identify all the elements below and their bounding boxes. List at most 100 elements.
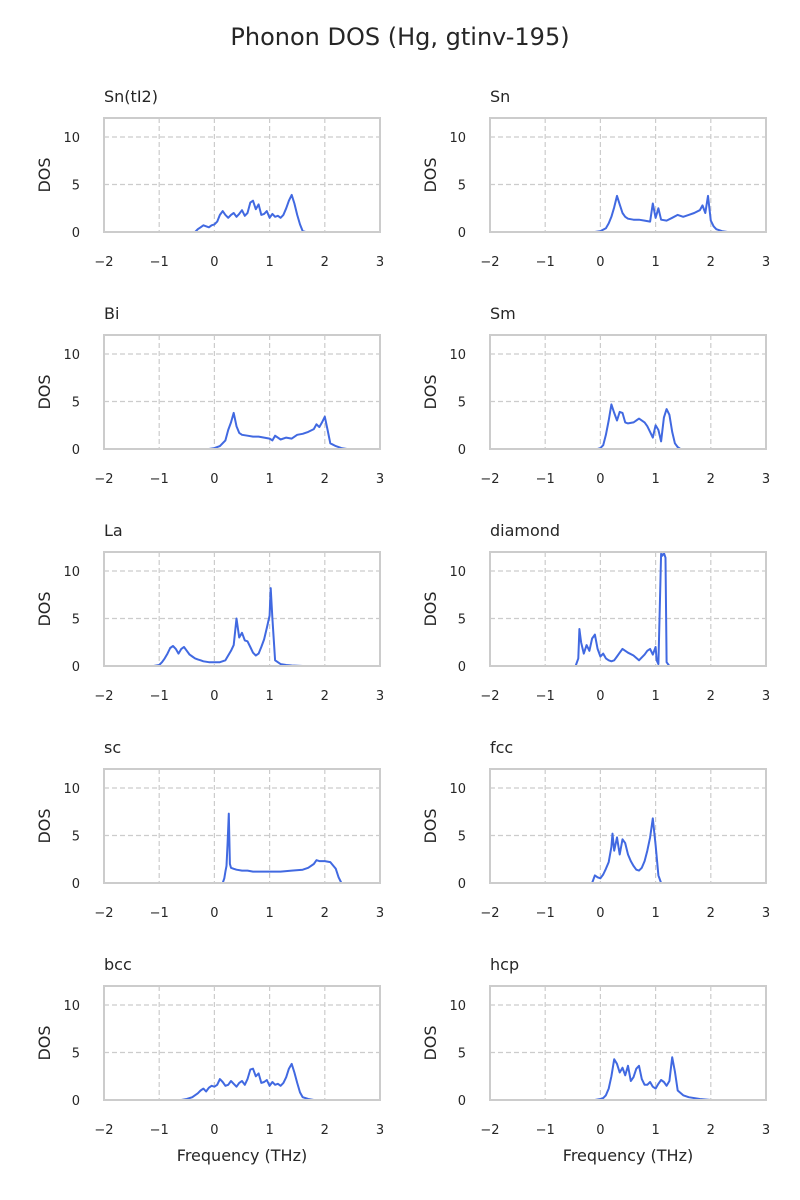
x-tick-label: 3 bbox=[376, 472, 384, 487]
x-tick-label: 3 bbox=[376, 906, 384, 921]
panel-title: hcp bbox=[490, 955, 519, 974]
x-tick-label: 0 bbox=[596, 906, 604, 921]
y-tick-label: 0 bbox=[458, 877, 466, 892]
panel-title: Sn bbox=[490, 87, 510, 106]
x-tick-label: −2 bbox=[94, 472, 113, 487]
x-tick-label: −2 bbox=[480, 689, 499, 704]
plot-frame bbox=[103, 551, 381, 667]
dos-line bbox=[153, 587, 303, 666]
panel-title: bcc bbox=[104, 955, 132, 974]
plot-frame bbox=[489, 551, 767, 667]
dos-line bbox=[208, 411, 348, 449]
y-tick-label: 5 bbox=[72, 613, 80, 628]
x-tick-label: 1 bbox=[265, 1123, 273, 1138]
dos-line bbox=[194, 193, 306, 232]
x-tick-label: 1 bbox=[265, 472, 273, 487]
x-tick-label: 2 bbox=[707, 689, 715, 704]
x-tick-label: 3 bbox=[376, 689, 384, 704]
x-tick-label: 1 bbox=[651, 1123, 659, 1138]
y-tick-label: 5 bbox=[72, 396, 80, 411]
x-tick-label: 3 bbox=[376, 255, 384, 270]
y-axis-label: DOS bbox=[421, 1025, 440, 1060]
panel-title: Sm bbox=[490, 304, 516, 323]
x-tick-label: −2 bbox=[480, 1123, 499, 1138]
x-tick-label: −1 bbox=[150, 1123, 169, 1138]
x-tick-label: −2 bbox=[480, 472, 499, 487]
y-axis-label: DOS bbox=[35, 808, 54, 843]
plot-frame bbox=[103, 985, 381, 1101]
x-tick-label: 1 bbox=[651, 255, 659, 270]
panel-title: Sn(tI2) bbox=[104, 87, 158, 106]
y-axis-label: DOS bbox=[35, 1025, 54, 1060]
panel-sm: Sm −2 −1 0 1 2 3 0 5 10 DOS bbox=[421, 304, 770, 487]
x-tick-label: −2 bbox=[94, 255, 113, 270]
plot-frame bbox=[103, 768, 381, 884]
x-tick-label: 3 bbox=[762, 472, 770, 487]
x-tick-label: 2 bbox=[321, 906, 329, 921]
x-tick-label: −1 bbox=[536, 255, 555, 270]
x-tick-label: −2 bbox=[94, 906, 113, 921]
panel-sc: sc −2 −1 0 1 2 3 0 5 10 DOS bbox=[35, 738, 384, 921]
plot-frame bbox=[489, 985, 767, 1101]
panel-bcc: bcc −2 −1 0 1 2 3 0 5 10 DOS Frequency (THz) bbox=[35, 955, 384, 1165]
y-axis-label: DOS bbox=[421, 157, 440, 192]
x-tick-label: 0 bbox=[210, 906, 218, 921]
dos-line bbox=[594, 194, 728, 232]
y-tick-label: 0 bbox=[72, 1094, 80, 1109]
x-tick-label: 3 bbox=[762, 1123, 770, 1138]
x-tick-label: 0 bbox=[210, 689, 218, 704]
x-tick-label: −2 bbox=[94, 689, 113, 704]
figure-title: Phonon DOS (Hg, gtinv-195) bbox=[230, 23, 569, 51]
dos-line bbox=[594, 1056, 711, 1100]
y-tick-label: 0 bbox=[458, 443, 466, 458]
x-tick-label: 2 bbox=[707, 1123, 715, 1138]
panel-title: La bbox=[104, 521, 123, 540]
x-tick-label: 1 bbox=[265, 689, 273, 704]
y-axis-label: DOS bbox=[421, 374, 440, 409]
x-tick-label: −1 bbox=[536, 689, 555, 704]
y-axis-label: DOS bbox=[421, 591, 440, 626]
y-axis-label: DOS bbox=[35, 591, 54, 626]
dos-line bbox=[221, 812, 343, 883]
y-tick-label: 0 bbox=[458, 226, 466, 241]
y-axis-label: DOS bbox=[35, 374, 54, 409]
x-tick-label: 1 bbox=[651, 689, 659, 704]
panel-hcp: hcp −2 −1 0 1 2 3 0 5 10 DOS Frequency (THz) bbox=[421, 955, 770, 1165]
panel-diamond: diamond −2 −1 0 1 2 3 0 5 10 DOS bbox=[421, 521, 770, 704]
y-tick-label: 5 bbox=[72, 179, 80, 194]
x-tick-label: 3 bbox=[762, 255, 770, 270]
y-tick-label: 5 bbox=[458, 1047, 466, 1062]
x-tick-label: −1 bbox=[536, 472, 555, 487]
x-tick-label: 2 bbox=[321, 689, 329, 704]
dos-line bbox=[181, 1062, 314, 1100]
y-axis-label: DOS bbox=[421, 808, 440, 843]
y-tick-label: 5 bbox=[458, 396, 466, 411]
x-tick-label: −1 bbox=[150, 472, 169, 487]
x-tick-label: 1 bbox=[651, 906, 659, 921]
dos-line bbox=[591, 817, 663, 883]
panel-title: sc bbox=[104, 738, 121, 757]
x-axis-label: Frequency (THz) bbox=[563, 1146, 693, 1165]
x-tick-label: 3 bbox=[376, 1123, 384, 1138]
x-tick-label: 0 bbox=[596, 255, 604, 270]
y-tick-label: 5 bbox=[458, 830, 466, 845]
x-tick-label: −1 bbox=[150, 255, 169, 270]
y-axis-label: DOS bbox=[35, 157, 54, 192]
x-tick-label: 2 bbox=[707, 255, 715, 270]
x-tick-label: −2 bbox=[480, 255, 499, 270]
panel-title: diamond bbox=[490, 521, 560, 540]
y-tick-label: 5 bbox=[72, 1047, 80, 1062]
y-tick-label: 10 bbox=[449, 999, 466, 1014]
x-tick-label: 2 bbox=[321, 1123, 329, 1138]
x-tick-label: 0 bbox=[596, 472, 604, 487]
x-tick-label: 3 bbox=[762, 906, 770, 921]
x-tick-label: 1 bbox=[651, 472, 659, 487]
panel-title: fcc bbox=[490, 738, 513, 757]
y-tick-label: 0 bbox=[458, 660, 466, 675]
y-tick-label: 0 bbox=[458, 1094, 466, 1109]
x-tick-label: 2 bbox=[321, 255, 329, 270]
panel-fcc: fcc −2 −1 0 1 2 3 0 5 10 DOS bbox=[421, 738, 770, 921]
y-tick-label: 10 bbox=[63, 782, 80, 797]
